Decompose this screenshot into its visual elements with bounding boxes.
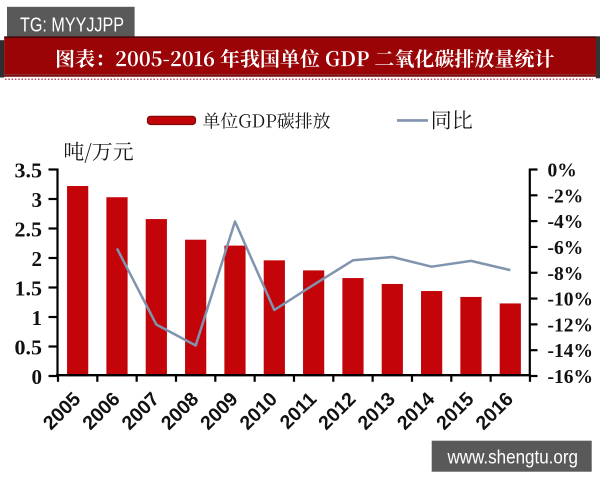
svg-text:-16%: -16% [548, 367, 594, 388]
svg-text:1: 1 [32, 306, 43, 330]
svg-text:-6%: -6% [548, 238, 584, 259]
svg-text:0: 0 [32, 365, 43, 389]
svg-text:0.5: 0.5 [15, 336, 43, 360]
svg-text:-10%: -10% [548, 290, 594, 311]
svg-text:-14%: -14% [548, 341, 594, 362]
svg-text:1.5: 1.5 [15, 277, 43, 301]
svg-text:3: 3 [32, 188, 43, 212]
svg-text:-8%: -8% [548, 264, 584, 285]
svg-text:-2%: -2% [548, 186, 584, 207]
svg-text:2: 2 [32, 247, 43, 271]
svg-text:www.shengtu.org: www.shengtu.org [447, 448, 578, 469]
svg-text:0%: 0% [548, 161, 577, 182]
svg-text:TG: MYYJJPP: TG: MYYJJPP [20, 14, 124, 36]
svg-text:2.5: 2.5 [15, 218, 43, 242]
svg-text:-4%: -4% [548, 212, 584, 233]
svg-text:-12%: -12% [548, 315, 594, 336]
svg-text:3.5: 3.5 [15, 159, 43, 183]
